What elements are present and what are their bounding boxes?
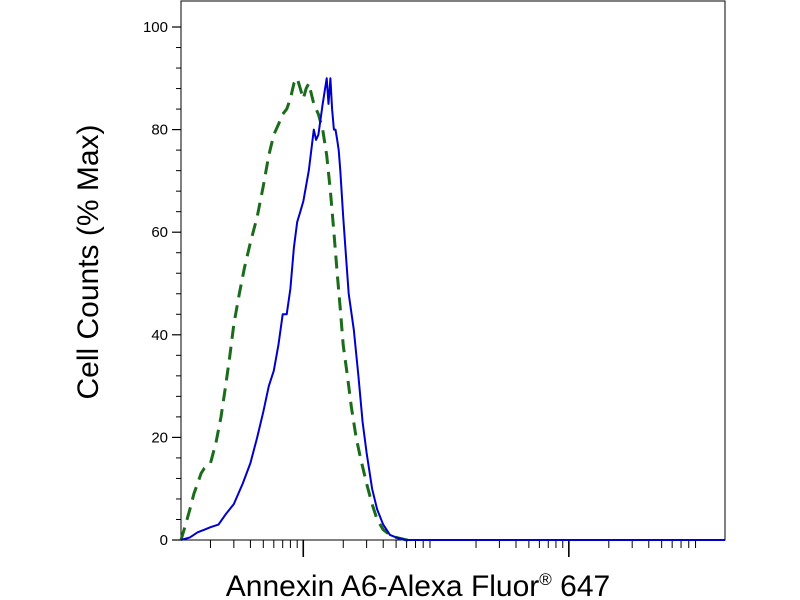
series-lines — [179, 76, 725, 542]
y-tick-label: 0 — [160, 532, 168, 549]
y-axis-ticks: 0 20 40 60 80 100 — [143, 19, 181, 549]
y-tick-label: 40 — [151, 327, 168, 344]
series-line-control-dashed — [179, 76, 416, 542]
series-line-sample-solid — [180, 77, 725, 541]
y-tick-label: 100 — [143, 19, 168, 36]
x-axis-ticks — [209, 540, 697, 557]
x-axis-title-main: Annexin A6-Alexa Fluor — [226, 570, 540, 600]
y-tick-label: 60 — [151, 224, 168, 241]
x-axis-title-suffix: 647 — [552, 570, 610, 600]
x-axis-title-registered-mark: ® — [539, 570, 552, 589]
y-tick-label: 20 — [151, 429, 168, 446]
y-axis-title: Cell Counts (% Max) — [72, 124, 105, 399]
x-axis-title: Annexin A6-Alexa Fluor® 647 — [226, 570, 610, 600]
y-tick-label: 80 — [151, 122, 168, 139]
plot-area — [180, 0, 726, 541]
